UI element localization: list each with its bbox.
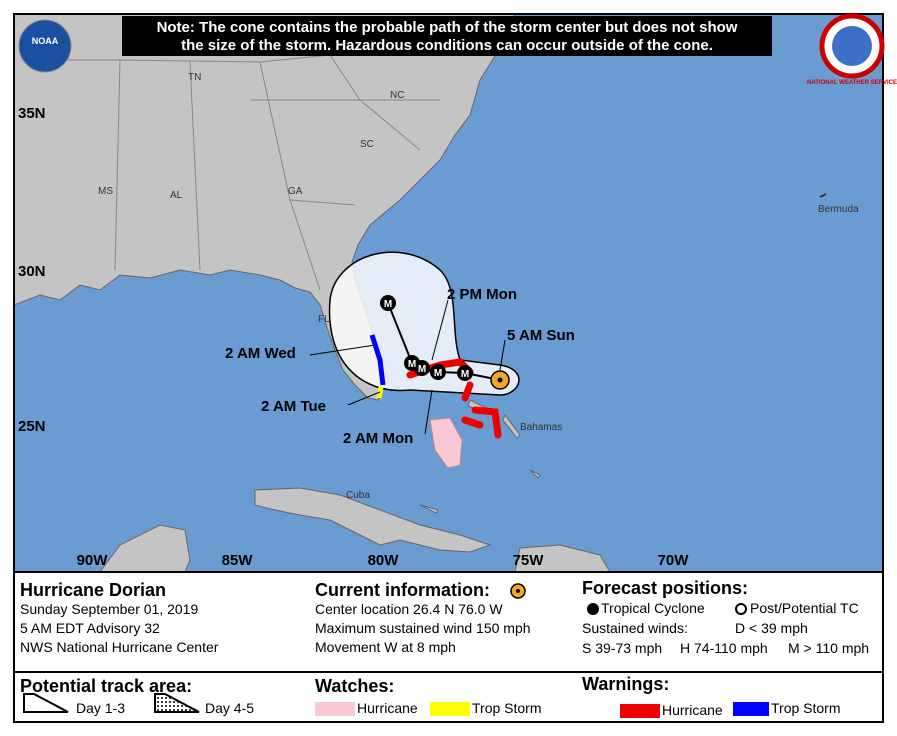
- day13-icon: [23, 693, 69, 713]
- lat-label: 30N: [18, 263, 46, 280]
- land-cuba: [254, 487, 492, 553]
- forecast-post: Post/Potential TC: [750, 600, 859, 616]
- marker-label: M: [418, 364, 426, 375]
- land-yucatan: [99, 524, 191, 572]
- warning-hurricane-label: Hurricane: [662, 702, 723, 718]
- leaders: [309, 299, 506, 435]
- watch-hurricane-entry: Hurricane: [315, 700, 418, 717]
- watches-title: Watches:: [315, 676, 395, 696]
- forecast-winds: Sustained winds:: [582, 620, 688, 636]
- state-lines: [40, 54, 440, 291]
- time-label: 2 AM Mon: [343, 430, 413, 447]
- land-us: [14, 14, 516, 401]
- region-label: SC: [360, 139, 374, 150]
- forecast-h: H 74-110 mph: [680, 640, 768, 656]
- warning-trop-entry: Trop Storm: [733, 700, 841, 717]
- storm-line: Sunday September 01, 2019: [20, 601, 199, 617]
- marker-label: M: [408, 359, 416, 370]
- warning-hurricane-entry: Hurricane: [620, 702, 723, 719]
- swatch: [430, 702, 470, 717]
- note-box: [122, 16, 772, 56]
- land-bermuda: [819, 193, 827, 198]
- tc-icon: [587, 603, 599, 615]
- current-title: Current information:: [315, 580, 490, 600]
- region-label: NC: [390, 90, 404, 101]
- region-label: FL: [318, 314, 330, 325]
- track-title: Potential track area:: [20, 676, 193, 696]
- nws-inner: [832, 26, 872, 66]
- watch-hurricane-label: Hurricane: [357, 700, 418, 716]
- region-label: GA: [288, 186, 303, 197]
- region-label: AL: [170, 190, 183, 201]
- lon-label: 85W: [222, 552, 254, 569]
- marker-label: M: [384, 299, 392, 310]
- watch-hurricane: [429, 417, 463, 469]
- region-label: Bahamas: [520, 422, 562, 433]
- warning-trop-label: Trop Storm: [771, 700, 841, 716]
- cone: [328, 251, 520, 396]
- lon-label: 90W: [77, 552, 109, 569]
- lon-label: 70W: [658, 552, 690, 569]
- warning-hurricane: [406, 358, 502, 439]
- current-icon-dot: [516, 589, 520, 593]
- region-label: TN: [188, 72, 201, 83]
- markers: M M M M M: [380, 295, 510, 390]
- swatch: [620, 704, 660, 719]
- forecast-d: D < 39 mph: [735, 620, 808, 636]
- lon-label: 75W: [513, 552, 545, 569]
- lon-label: 80W: [368, 552, 400, 569]
- forecast-title: Forecast positions:: [582, 578, 749, 598]
- track-day45: Day 4-5: [205, 700, 255, 716]
- legend-border: [13, 571, 884, 723]
- land-hispaniola: [514, 544, 611, 572]
- forecast-s: S 39-73 mph: [582, 640, 663, 656]
- current-line: Movement W at 8 mph: [315, 639, 456, 655]
- lat-label: 35N: [18, 105, 46, 122]
- current-info: Center location 26.4 N 76.0 W Maximum su…: [315, 600, 531, 657]
- watch-trop-label: Trop Storm: [472, 700, 542, 716]
- warnings-title: Warnings:: [582, 674, 670, 694]
- marker-label: M: [434, 368, 442, 379]
- storm-line: 5 AM EDT Advisory 32: [20, 620, 160, 636]
- forecast-tc: Tropical Cyclone: [601, 600, 705, 616]
- time-label: 2 PM Mon: [447, 286, 517, 303]
- time-label: 2 AM Wed: [225, 345, 296, 362]
- forecast-m: M > 110 mph: [788, 640, 870, 656]
- track-day13: Day 1-3: [76, 700, 126, 716]
- watch-trop-entry: Trop Storm: [430, 700, 542, 717]
- storm-name: Hurricane Dorian: [20, 580, 167, 600]
- day45-icon: [154, 693, 200, 713]
- time-label: 5 AM Sun: [507, 327, 575, 344]
- storm-info: Sunday September 01, 2019 5 AM EDT Advis…: [20, 600, 218, 657]
- post-icon: [735, 603, 747, 615]
- warning-trop: [369, 334, 386, 386]
- region-label: Cuba: [346, 490, 370, 501]
- time-label: 2 AM Tue: [261, 398, 326, 415]
- region-label: MS: [98, 186, 113, 197]
- storm-line: NWS National Hurricane Center: [20, 639, 219, 655]
- nws-text: NATIONAL WEATHER SERVICE: [807, 80, 897, 86]
- swatch: [733, 702, 769, 717]
- noaa-logo: [18, 19, 72, 73]
- lat-label: 25N: [18, 418, 46, 435]
- marker-label: M: [461, 369, 469, 380]
- swatch: [315, 702, 355, 717]
- noaa-text: NOAA: [32, 36, 59, 46]
- note: the size of the storm. Hazardous conditi…: [181, 37, 713, 54]
- current-line: Center location 26.4 N 76.0 W: [315, 601, 503, 617]
- region-label: Bermuda: [818, 204, 859, 215]
- note: Note: The cone contains the probable pat…: [157, 19, 738, 36]
- current-line: Maximum sustained wind 150 mph: [315, 620, 531, 636]
